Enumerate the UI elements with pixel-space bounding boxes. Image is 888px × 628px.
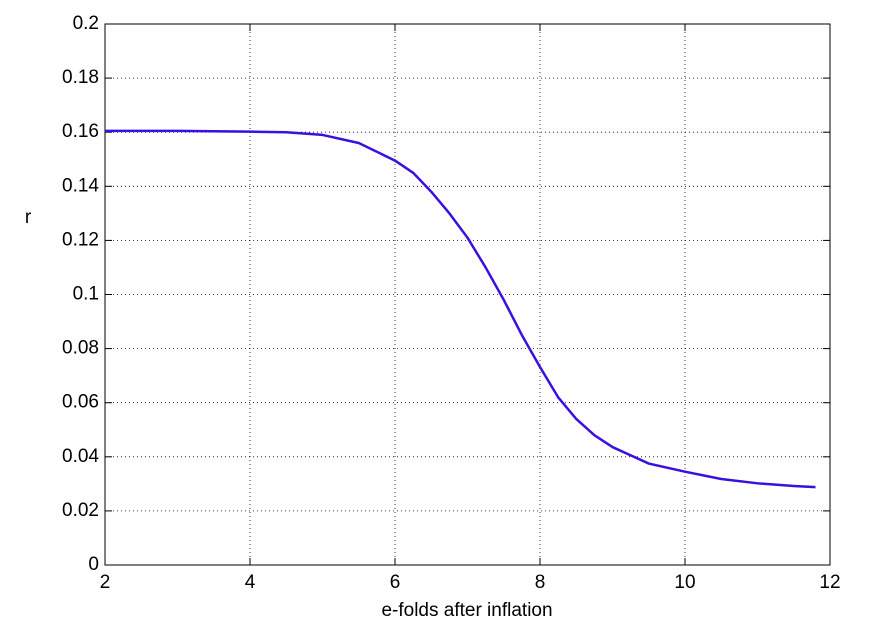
y-tick-label: 0.08 — [62, 338, 99, 359]
y-tick-label: 0.2 — [73, 13, 99, 34]
x-tick-label: 2 — [100, 572, 111, 593]
x-tick-label: 4 — [245, 572, 256, 593]
y-tick-label: 0.14 — [62, 175, 99, 196]
x-tick-label: 10 — [674, 572, 695, 593]
y-tick-label: 0.06 — [62, 392, 99, 413]
y-tick-label: 0 — [88, 554, 99, 575]
y-tick-label: 0.16 — [62, 121, 99, 142]
y-tick-label: 0.04 — [62, 446, 99, 467]
y-tick-label: 0.1 — [73, 284, 99, 305]
x-axis-label: e-folds after inflation — [381, 600, 552, 621]
x-tick-label: 12 — [819, 572, 840, 593]
data-line — [105, 129, 816, 489]
y-tick-label: 0.12 — [62, 229, 99, 250]
x-tick-label: 6 — [390, 572, 401, 593]
y-tick-label: 0.02 — [62, 500, 99, 521]
plot-frame — [104, 23, 831, 566]
y-axis-label: r — [25, 207, 32, 228]
x-tick-label: 8 — [535, 572, 546, 593]
y-tick-label: 0.18 — [62, 67, 99, 88]
